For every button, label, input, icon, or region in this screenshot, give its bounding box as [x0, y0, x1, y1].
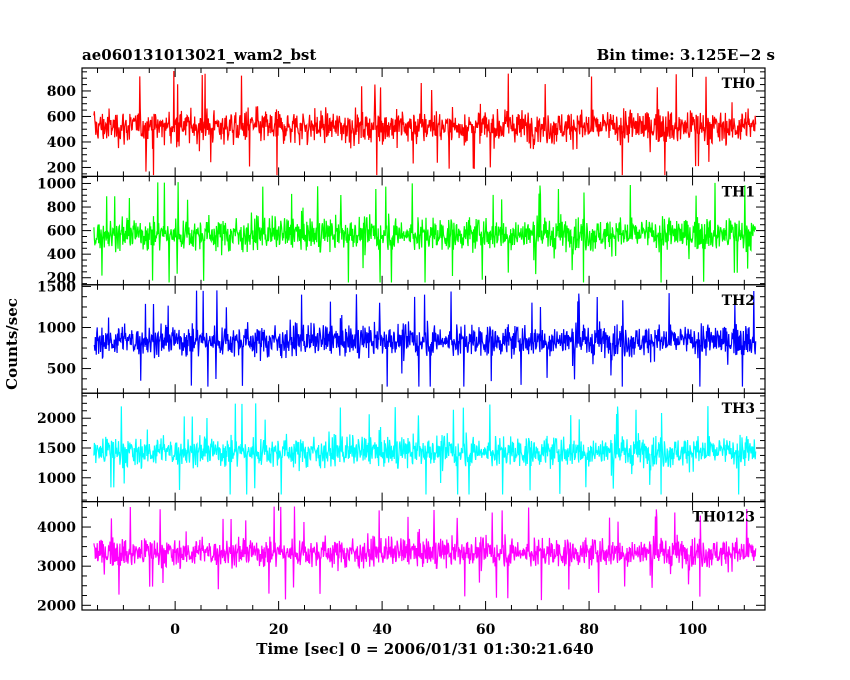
- series-th3-trace: [93, 403, 757, 495]
- chart-title: ae060131013021_wam2_bst: [82, 46, 316, 64]
- y-tick-label: 600: [47, 109, 76, 125]
- panel-th0: 200 400 600 800 TH0: [47, 67, 766, 178]
- series-label-th2: TH2: [722, 293, 755, 309]
- y-tick-label: 400: [47, 135, 76, 151]
- y-tick-label: 600: [47, 224, 76, 240]
- y-tick-label: 200: [47, 271, 76, 287]
- series-th0123-trace: [93, 506, 757, 601]
- y-tick-label: 200: [47, 160, 76, 176]
- y-tick-label: 800: [47, 200, 76, 216]
- x-axis-ticks: 0 20 40 60 80 100: [170, 622, 707, 638]
- x-tick-label: 20: [269, 622, 289, 638]
- x-tick-label: 100: [678, 622, 707, 638]
- x-tick-label: 60: [476, 622, 496, 638]
- y-tick-label: 2000: [37, 411, 76, 427]
- panel-th3: 1000 1500 2000 TH3: [37, 392, 766, 503]
- panel-frame: [81, 501, 766, 611]
- series-label-th3: TH3: [722, 401, 755, 417]
- x-tick-label: 40: [372, 622, 392, 638]
- y-tick-label: 1500: [37, 441, 76, 457]
- panel-th1: 200 400 600 800 1000 TH1: [37, 175, 766, 287]
- x-tick-label: 0: [170, 622, 180, 638]
- panel-th2: 500 1000 1500 TH2: [37, 279, 766, 394]
- panel-th0123: 2000 3000 4000 TH0123: [37, 501, 766, 614]
- series-label-th0123: TH0123: [692, 510, 755, 526]
- series-th1-trace: [93, 182, 757, 283]
- y-tick-label: 3000: [37, 559, 76, 575]
- y-tick-label: 500: [47, 362, 76, 378]
- x-tick-label: 80: [579, 622, 599, 638]
- series-label-th0: TH0: [722, 76, 756, 92]
- x-axis-label: Time [sec] 0 = 2006/01/31 01:30:21.640: [256, 640, 593, 658]
- y-tick-label: 400: [47, 247, 76, 263]
- y-tick-label: 1000: [37, 471, 76, 487]
- y-axis-label: Counts/sec: [3, 298, 21, 390]
- series-th0-trace: [93, 70, 757, 176]
- y-tick-label: 1500: [37, 279, 76, 295]
- series-th2-trace: [93, 290, 757, 387]
- y-tick-label: 1000: [37, 321, 76, 337]
- y-tick-label: 4000: [37, 520, 76, 536]
- y-tick-label: 1000: [37, 176, 76, 192]
- bin-time-label: Bin time: 3.125E−2 s: [597, 46, 775, 64]
- series-label-th1: TH1: [722, 184, 755, 200]
- y-tick-label: 800: [47, 84, 76, 100]
- y-tick-label: 2000: [37, 598, 76, 614]
